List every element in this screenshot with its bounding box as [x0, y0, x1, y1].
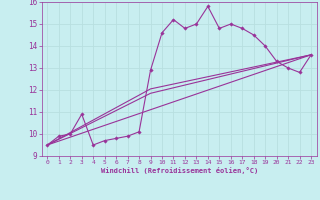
X-axis label: Windchill (Refroidissement éolien,°C): Windchill (Refroidissement éolien,°C) — [100, 167, 258, 174]
